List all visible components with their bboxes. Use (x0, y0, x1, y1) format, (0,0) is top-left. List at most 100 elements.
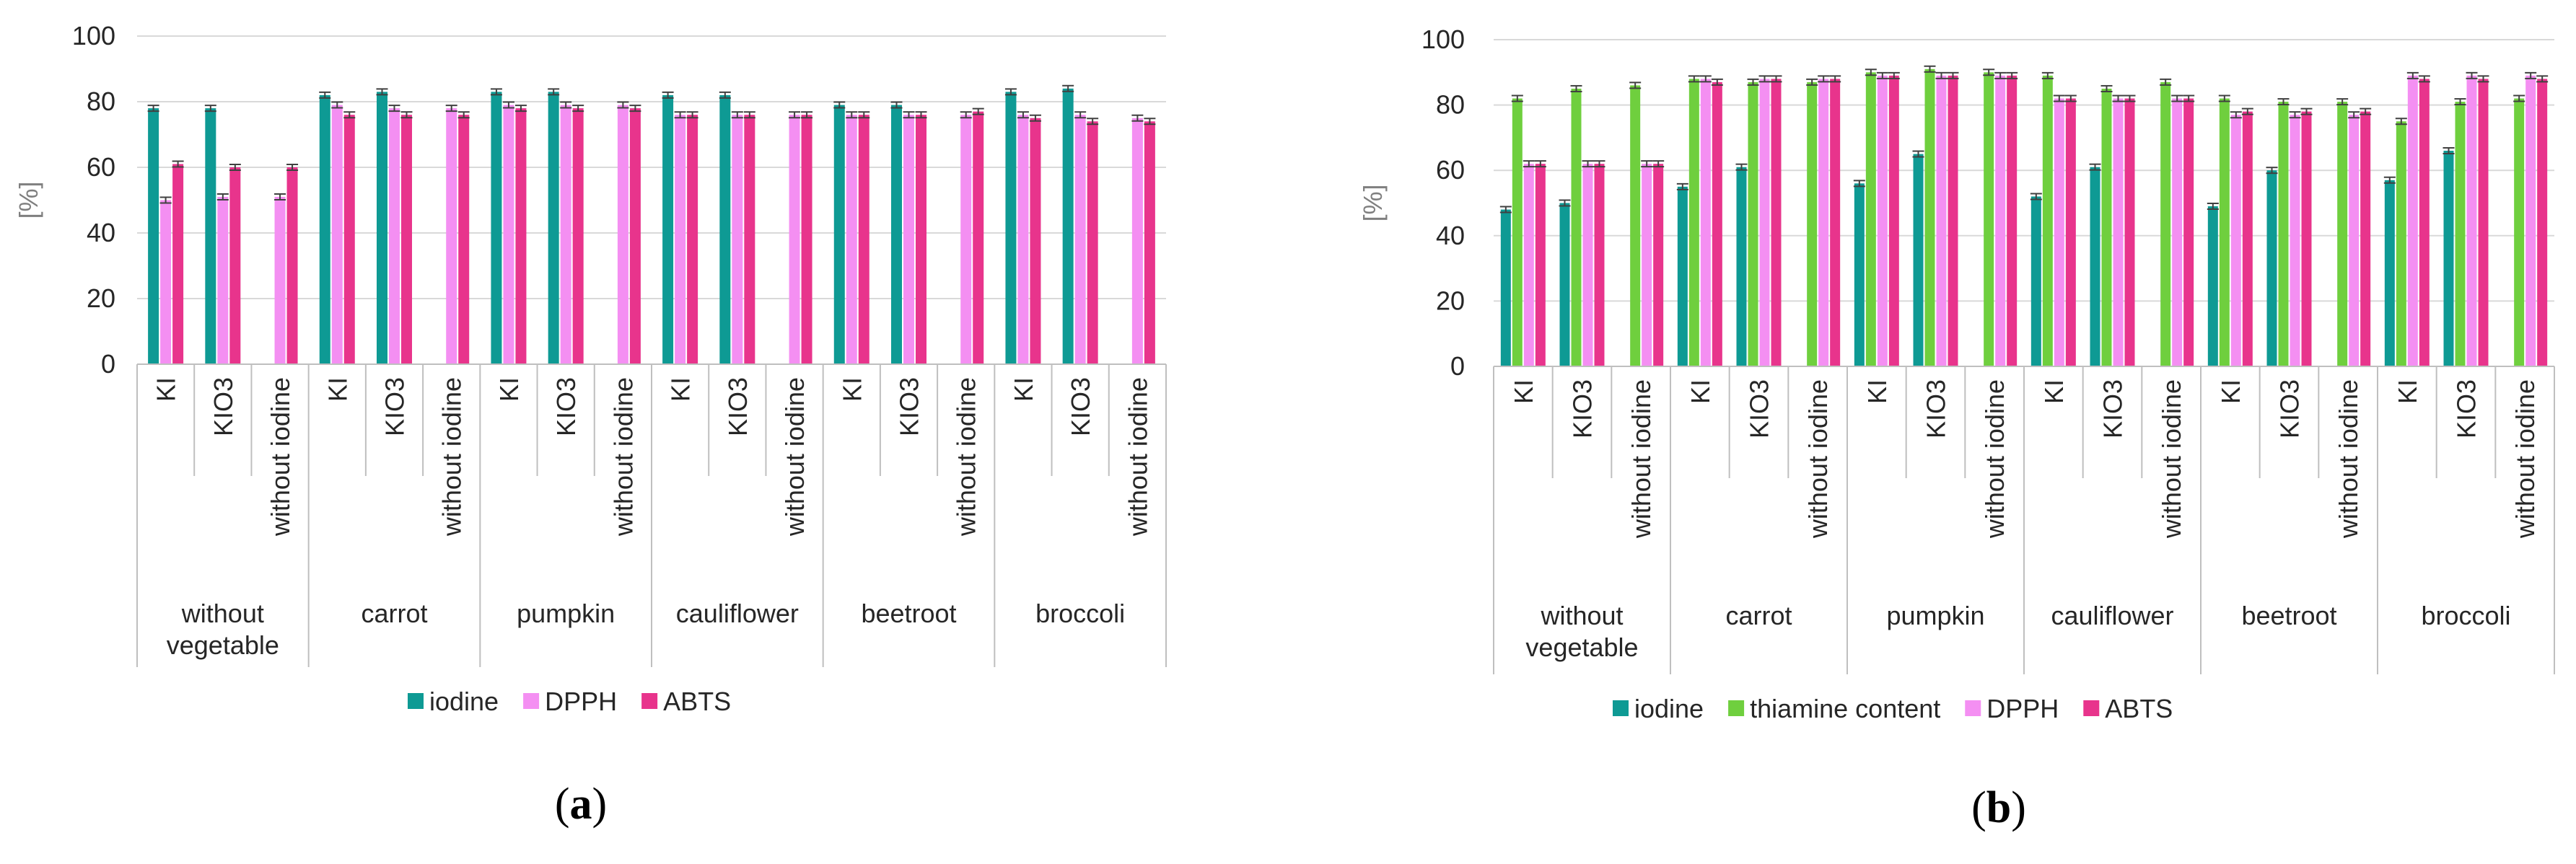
y-tick-label: 60 (1436, 155, 1465, 185)
bar (572, 108, 584, 364)
bar (1677, 186, 1688, 366)
bar (2478, 79, 2489, 367)
legend-swatch (523, 693, 540, 709)
bar (2101, 88, 2112, 366)
bar (458, 115, 470, 364)
bar (2160, 81, 2171, 366)
bar (1759, 79, 1770, 367)
bar (1005, 92, 1017, 364)
bar (515, 108, 527, 364)
y-tick-label: 20 (1436, 286, 1465, 315)
category-label: without iodine (1803, 379, 1833, 539)
legend-label: DPPH (545, 687, 617, 716)
bar (331, 105, 343, 365)
category-label: without iodine (1626, 379, 1656, 539)
panel-label-open: ( (1971, 783, 1986, 832)
bar (662, 94, 674, 364)
bar (2349, 115, 2360, 366)
bar (732, 115, 743, 364)
category-label: KIO3 (895, 377, 924, 436)
category-label: KI (1862, 379, 1892, 404)
bar (172, 164, 184, 364)
legend-label: ABTS (663, 687, 731, 716)
bar (1500, 209, 1511, 366)
bar (2290, 115, 2300, 366)
bar (1062, 88, 1074, 365)
category-label: without iodine (1980, 379, 2010, 539)
bar (2514, 98, 2525, 367)
category-label: KIO3 (1066, 377, 1095, 436)
bar (1936, 75, 1947, 366)
bar (1630, 85, 1641, 367)
bar (1571, 88, 1582, 366)
legend-label: iodine (1634, 694, 1704, 723)
bar (1653, 164, 1664, 366)
bar (2278, 102, 2289, 366)
y-tick-label: 40 (87, 218, 115, 247)
group-label: carrot (1725, 601, 1792, 630)
chart-panel-a: 0 20 40 60 80 100 [%] KI KIO3 without iodine KI KIO… (14, 21, 1167, 829)
bar (2242, 111, 2253, 366)
bar (2407, 75, 2418, 366)
bar (446, 108, 457, 364)
category-label: KI (2039, 379, 2069, 404)
bar (1523, 164, 1534, 366)
group-label: cauliflower (2051, 601, 2173, 630)
bar (1854, 183, 1865, 366)
bar (1771, 79, 1782, 367)
bar (1807, 81, 1818, 366)
chart-panel-b: 0 20 40 60 80 100 [%] KI KIO3 without iodine KI KIO… (1358, 25, 2555, 832)
bar (1877, 75, 1888, 366)
bar (1074, 115, 1086, 364)
bar (2219, 98, 2230, 367)
bar (1984, 72, 1994, 367)
bar (389, 108, 400, 364)
bar (217, 196, 229, 364)
bar (2537, 79, 2548, 367)
y-axis-label: [%] (14, 181, 43, 219)
bar (1559, 203, 1570, 366)
bar (1030, 118, 1041, 364)
bar (2113, 98, 2124, 367)
group-label: broccoli (1035, 599, 1125, 628)
category-label: without iodine (2334, 379, 2363, 539)
group-label: vegetable (167, 630, 279, 660)
bar (1830, 79, 1841, 367)
legend: iodine DPPH ABTS (408, 687, 731, 716)
bar (801, 115, 812, 364)
category-label: without iodine (2157, 379, 2186, 539)
bar (274, 196, 286, 364)
category-label: KIO3 (1568, 379, 1598, 438)
group-label: carrot (361, 599, 427, 628)
bar (1535, 164, 1546, 366)
bar (503, 105, 514, 365)
bar (1087, 121, 1098, 365)
category-label: KIO3 (723, 377, 753, 436)
y-tick-label: 80 (87, 87, 115, 116)
bar (960, 115, 972, 364)
category-label: KI (494, 377, 524, 402)
group-label: cauliflower (676, 599, 799, 628)
bar (2384, 180, 2395, 367)
category-label: KIO3 (1922, 379, 1951, 438)
legend-swatch (408, 693, 424, 709)
bar (2230, 115, 2241, 366)
group-label: pumpkin (517, 599, 615, 628)
bar (1818, 79, 1829, 367)
bar (1995, 75, 2006, 366)
bar (1700, 79, 1711, 367)
category-label: KI (837, 377, 867, 402)
category-label: KI (2216, 379, 2246, 404)
panel-label-close: ) (592, 780, 608, 829)
bar (2007, 75, 2018, 366)
group-label: pumpkin (1886, 601, 1984, 630)
bar (2455, 102, 2466, 366)
bar (2337, 102, 2348, 366)
bar (2172, 98, 2183, 367)
bar (1131, 118, 1143, 364)
bar (858, 115, 869, 364)
group-label: without (1540, 601, 1623, 630)
y-tick-label: 0 (1450, 351, 1465, 381)
category-label: KI (152, 377, 181, 402)
